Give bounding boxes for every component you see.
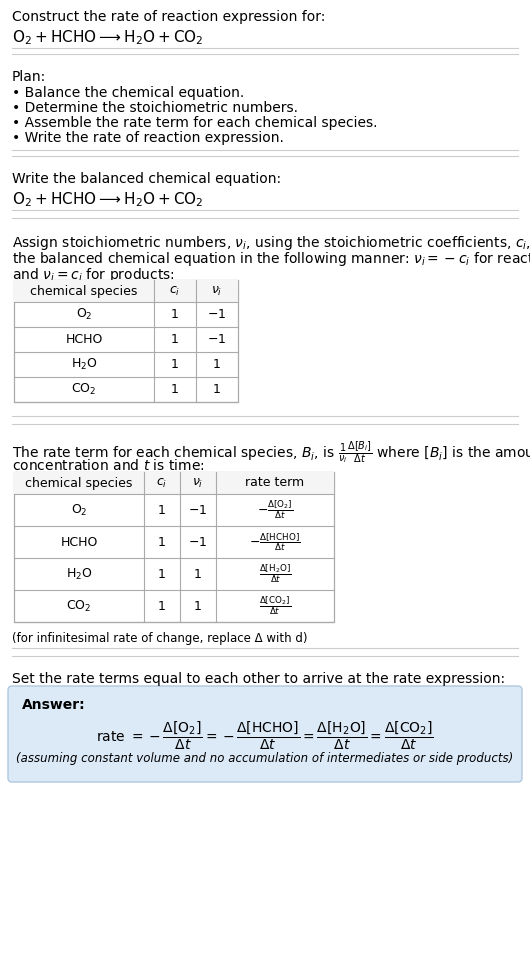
Text: and $\nu_i = c_i$ for products:: and $\nu_i = c_i$ for products: [12,266,175,284]
Bar [14,472,334,494]
Text: (assuming constant volume and no accumulation of intermediates or side products): (assuming constant volume and no accumul… [16,752,514,765]
Text: • Balance the chemical equation.: • Balance the chemical equation. [12,86,244,100]
Text: $\frac{\Delta[\mathrm{CO_2}]}{\Delta t}$: $\frac{\Delta[\mathrm{CO_2}]}{\Delta t}$ [259,594,291,618]
Text: • Write the rate of reaction expression.: • Write the rate of reaction expression. [12,131,284,145]
Text: $\mathrm{O_2}$: $\mathrm{O_2}$ [70,503,87,517]
Text: 1: 1 [158,599,166,613]
Text: 1: 1 [171,333,179,346]
Text: chemical species: chemical species [25,476,132,490]
Text: $c_i$: $c_i$ [170,284,181,298]
Text: $c_i$: $c_i$ [156,476,167,490]
Text: 1: 1 [213,383,221,396]
Text: $-1$: $-1$ [188,504,208,516]
Text: 1: 1 [194,567,202,581]
Text: • Assemble the rate term for each chemical species.: • Assemble the rate term for each chemic… [12,116,377,130]
Text: rate $= -\dfrac{\Delta[\mathrm{O_2}]}{\Delta t} = -\dfrac{\Delta[\mathrm{HCHO}]}: rate $= -\dfrac{\Delta[\mathrm{O_2}]}{\D… [96,720,434,752]
Text: $\mathrm{CO_2}$: $\mathrm{CO_2}$ [72,382,96,397]
Text: (for infinitesimal rate of change, replace Δ with d): (for infinitesimal rate of change, repla… [12,632,307,645]
Text: Set the rate terms equal to each other to arrive at the rate expression:: Set the rate terms equal to each other t… [12,672,505,686]
Text: 1: 1 [158,504,166,516]
Text: HCHO: HCHO [60,536,98,549]
Text: $\mathrm{H_2O}$: $\mathrm{H_2O}$ [66,566,92,582]
Text: $-1$: $-1$ [188,536,208,549]
Text: $\frac{\Delta[\mathrm{H_2O}]}{\Delta t}$: $\frac{\Delta[\mathrm{H_2O}]}{\Delta t}$ [259,562,292,586]
Bar [14,280,238,402]
Text: concentration and $t$ is time:: concentration and $t$ is time: [12,458,205,473]
Text: $\mathrm{O_2 + HCHO \longrightarrow H_2O + CO_2}$: $\mathrm{O_2 + HCHO \longrightarrow H_2O… [12,190,204,209]
Text: Assign stoichiometric numbers, $\nu_i$, using the stoichiometric coefficients, $: Assign stoichiometric numbers, $\nu_i$, … [12,234,530,252]
Text: 1: 1 [213,358,221,371]
Text: the balanced chemical equation in the following manner: $\nu_i = -c_i$ for react: the balanced chemical equation in the fo… [12,250,530,268]
Text: $\mathrm{H_2O}$: $\mathrm{H_2O}$ [70,357,98,372]
Bar [14,472,334,622]
Text: rate term: rate term [245,476,305,490]
Text: $\mathrm{O_2 + HCHO \longrightarrow H_2O + CO_2}$: $\mathrm{O_2 + HCHO \longrightarrow H_2O… [12,28,204,47]
Text: $-\frac{\Delta[\mathrm{O_2}]}{\Delta t}$: $-\frac{\Delta[\mathrm{O_2}]}{\Delta t}$ [257,499,293,521]
Text: Plan:: Plan: [12,70,46,84]
Text: 1: 1 [171,358,179,371]
Text: 1: 1 [171,308,179,321]
Text: 1: 1 [158,567,166,581]
Text: $\mathrm{O_2}$: $\mathrm{O_2}$ [76,306,92,322]
Text: 1: 1 [194,599,202,613]
Text: • Determine the stoichiometric numbers.: • Determine the stoichiometric numbers. [12,101,298,115]
Text: $-\frac{\Delta[\mathrm{HCHO}]}{\Delta t}$: $-\frac{\Delta[\mathrm{HCHO}]}{\Delta t}… [249,531,301,553]
FancyBboxPatch shape [8,686,522,782]
Text: $\nu_i$: $\nu_i$ [192,476,204,490]
Bar [14,280,238,302]
Text: The rate term for each chemical species, $B_i$, is $\frac{1}{\nu_i}\frac{\Delta[: The rate term for each chemical species,… [12,440,530,466]
Text: Answer:: Answer: [22,698,86,712]
Text: $-1$: $-1$ [207,333,227,346]
Text: $\mathrm{CO_2}$: $\mathrm{CO_2}$ [66,598,92,614]
Text: 1: 1 [158,536,166,549]
Text: HCHO: HCHO [65,333,103,346]
Text: 1: 1 [171,383,179,396]
Text: $\nu_i$: $\nu_i$ [211,284,223,298]
Text: Construct the rate of reaction expression for:: Construct the rate of reaction expressio… [12,10,325,24]
Text: chemical species: chemical species [30,284,138,298]
Text: Write the balanced chemical equation:: Write the balanced chemical equation: [12,172,281,186]
Text: $-1$: $-1$ [207,308,227,321]
